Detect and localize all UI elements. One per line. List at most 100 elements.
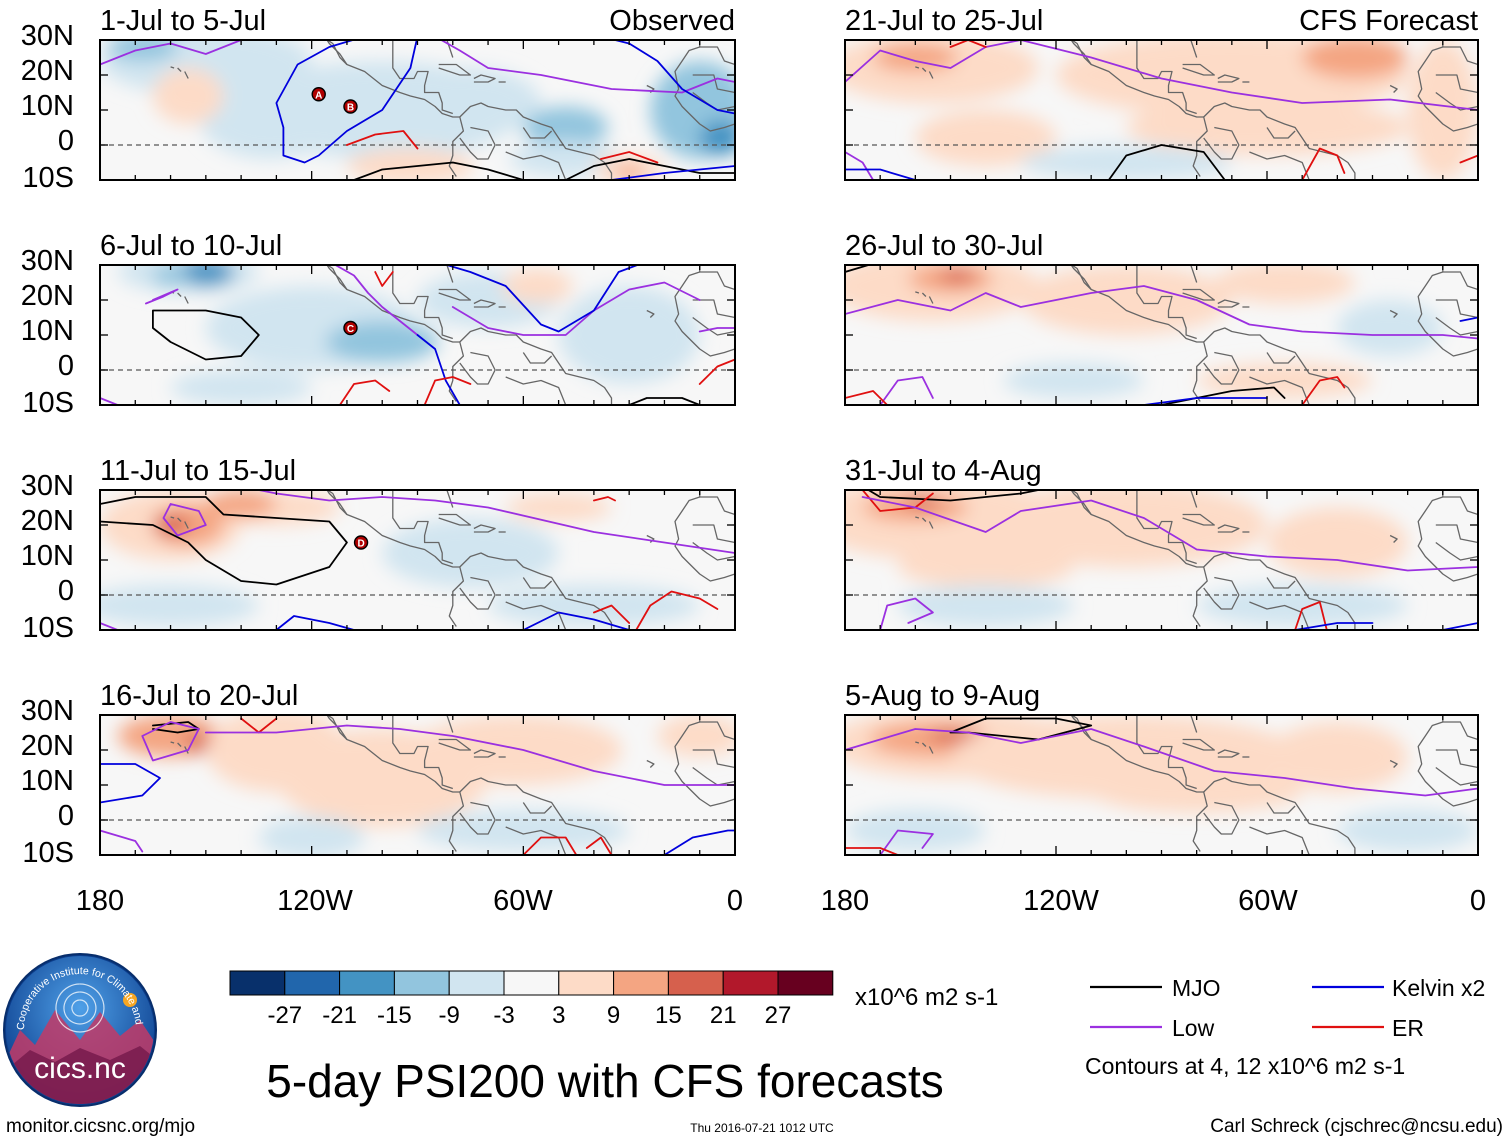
- logo-text: cics.nc: [34, 1052, 126, 1085]
- coastline: [392, 40, 454, 115]
- coastline: [522, 577, 553, 589]
- psi-anomaly: [325, 321, 439, 363]
- wave-contour: [564, 158, 735, 180]
- wave-contour: [522, 836, 578, 855]
- coastline: [915, 66, 920, 69]
- psi-anomaly: [1020, 145, 1232, 180]
- colorbar-tick-label: -27: [267, 1002, 302, 1029]
- wave-contour: [152, 309, 260, 361]
- coastlines: [915, 715, 1478, 855]
- coastline: [522, 802, 553, 814]
- coastline: [184, 521, 189, 529]
- legend-kelvin-label: Kelvin x2: [1392, 975, 1485, 1001]
- coastlines: [170, 490, 735, 630]
- coastline: [1182, 288, 1215, 301]
- coastline: [326, 715, 348, 740]
- wave-contour: [1301, 147, 1346, 180]
- coastline: [692, 316, 735, 336]
- psi-shading: [845, 40, 1478, 180]
- coastline: [1249, 601, 1310, 630]
- coastline: [1442, 271, 1478, 291]
- coastline: [928, 296, 934, 304]
- coastline: [1217, 749, 1240, 758]
- colorbar-swatch: [777, 970, 834, 996]
- footer-author: Carl Schreck (cjschrec@ncsu.edu): [1210, 1116, 1503, 1137]
- colorbar-swatch: [558, 970, 615, 996]
- coastline: [928, 521, 934, 529]
- coastline: [1435, 524, 1478, 544]
- psi-anomaly: [939, 268, 976, 283]
- wave-contours: [845, 40, 1478, 180]
- footer-url[interactable]: monitor.cicsnc.org/mjo: [6, 1116, 195, 1137]
- lat-label: 20N: [21, 280, 74, 312]
- coastline: [459, 552, 613, 630]
- coastline: [170, 741, 175, 744]
- psi-anomaly: [509, 141, 623, 177]
- coastline: [1136, 715, 1197, 790]
- wave-contour: [866, 490, 1044, 502]
- panel-period-label: 26-Jul to 30-Jul: [845, 230, 1043, 262]
- wave-contour: [254, 490, 735, 554]
- coastline: [921, 517, 927, 522]
- coastline: [522, 127, 553, 139]
- psi-anomaly: [100, 584, 259, 627]
- coastline: [928, 71, 934, 79]
- wave-contour: [1441, 622, 1478, 630]
- wave-contour: [1294, 601, 1328, 630]
- lon-label: 120W: [277, 885, 353, 917]
- lat-label: 0: [58, 800, 74, 832]
- wave-contour: [600, 151, 659, 164]
- axis-ticks: [844, 264, 1479, 406]
- coastline: [177, 292, 182, 297]
- wave-contour: [100, 763, 161, 804]
- coastlines: [915, 40, 1478, 180]
- wave-contour: [593, 604, 631, 624]
- coastline: [699, 46, 735, 66]
- wave-contour: [845, 728, 1478, 797]
- psi-anomaly: [1214, 265, 1355, 304]
- wave-contour: [879, 597, 934, 630]
- psi-anomaly: [417, 809, 630, 852]
- coastline: [699, 496, 735, 516]
- coastline: [1070, 715, 1092, 740]
- psi-anomaly: [346, 148, 474, 180]
- coastline: [326, 265, 348, 290]
- coastline: [1190, 265, 1198, 283]
- coastline: [1190, 715, 1198, 733]
- wave-contour: [845, 847, 899, 855]
- wave-contour: [845, 285, 1478, 340]
- coastline: [1070, 265, 1092, 290]
- wave-contour: [100, 397, 119, 405]
- wave-contour: [333, 265, 419, 336]
- coastline: [1190, 40, 1198, 58]
- psi-anomaly: [177, 265, 235, 286]
- coastline: [1417, 490, 1478, 582]
- sun-icon: [123, 993, 137, 1007]
- lat-label: 30N: [21, 245, 74, 277]
- wave-contour: [1107, 144, 1226, 180]
- psi-anomaly: [657, 715, 735, 757]
- forecast-label: CFS Forecast: [1299, 5, 1478, 37]
- figure-title: 5-day PSI200 with CFS forecasts: [266, 1055, 944, 1107]
- coastline: [459, 102, 613, 180]
- coastline: [1266, 577, 1296, 589]
- wave-contour: [416, 334, 461, 405]
- coastline: [170, 66, 175, 69]
- coastline: [392, 715, 454, 790]
- map-panel-r2: 31-Jul to 4-Aug: [844, 455, 1479, 631]
- coastline: [1203, 777, 1356, 855]
- coastline: [1266, 352, 1296, 364]
- coastline: [326, 40, 348, 65]
- coastline: [446, 265, 454, 283]
- legend-low-label: Low: [1172, 1015, 1215, 1041]
- lat-label: 10S: [22, 612, 74, 644]
- lon-label: 180: [76, 885, 124, 917]
- psi-anomaly: [897, 546, 1074, 588]
- wave-contour: [845, 390, 889, 405]
- wave-contours: [100, 490, 735, 630]
- axis-ticks: [844, 39, 1479, 181]
- wave-contour: [100, 496, 348, 586]
